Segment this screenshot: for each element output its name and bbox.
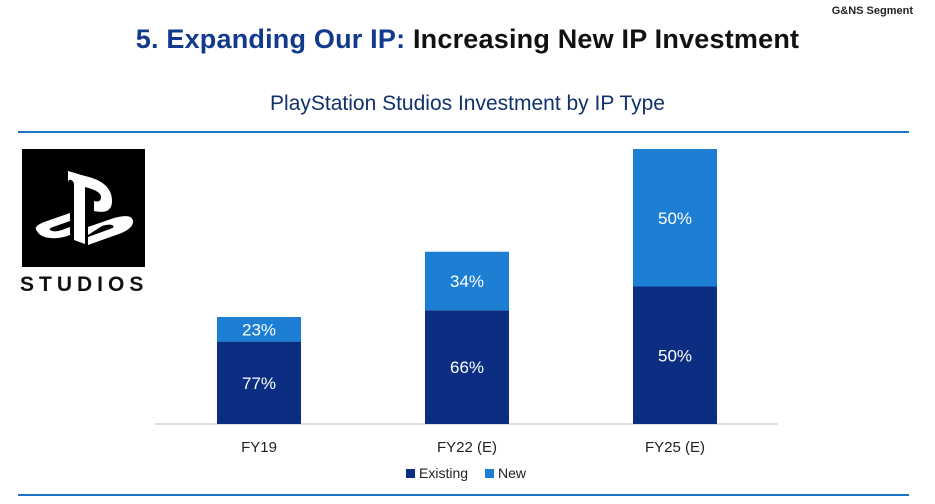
data-label-new-0: 23% [242, 320, 276, 339]
data-label-existing-2: 50% [658, 346, 692, 365]
legend-label-new: New [498, 465, 527, 481]
chart-title: PlayStation Studios Investment by IP Typ… [270, 92, 665, 115]
bar-new-2 [633, 149, 717, 287]
bar-existing-0 [217, 341, 301, 424]
page-title-text: Increasing New IP Investment [412, 24, 800, 54]
data-label-existing-0: 77% [242, 374, 276, 393]
playstation-logo [22, 149, 145, 267]
legend-swatch-new [485, 469, 494, 478]
page-title-number: 5. Expanding Our IP: [135, 24, 406, 54]
bar-existing-1 [425, 310, 509, 424]
legend-swatch-existing [406, 469, 415, 478]
top-rule [18, 131, 909, 133]
bar-existing-2 [633, 286, 717, 424]
page-title: 5. Expanding Our IP: Increasing New IP I… [0, 24, 935, 55]
x-tick-label-1: FY22 (E) [437, 439, 497, 456]
data-label-new-2: 50% [658, 209, 692, 228]
legend-label-existing: Existing [419, 465, 468, 481]
bottom-rule [18, 494, 909, 496]
x-tick-label-0: FY19 [241, 439, 277, 456]
data-label-new-1: 34% [450, 272, 484, 291]
x-tick-label-2: FY25 (E) [645, 439, 705, 456]
playstation-logo-icon [35, 171, 134, 245]
studios-wordmark: STUDIOS [20, 273, 149, 296]
data-label-existing-1: 66% [450, 358, 484, 377]
bar-new-1 [425, 251, 509, 311]
bar-new-0 [217, 317, 301, 342]
segment-label: G&NS Segment [831, 5, 913, 17]
